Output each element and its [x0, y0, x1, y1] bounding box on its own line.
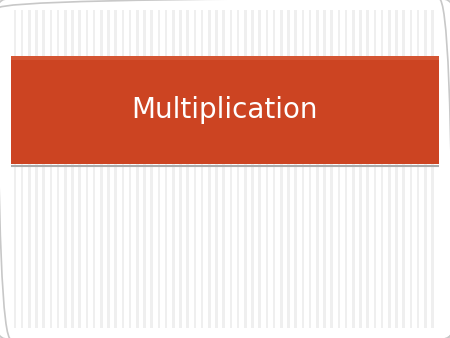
Bar	[150, 10, 153, 328]
Bar	[417, 10, 419, 328]
Bar	[359, 10, 362, 328]
Bar	[244, 10, 247, 328]
Bar	[158, 10, 160, 328]
Bar	[64, 10, 67, 328]
Text: Multiplication: Multiplication	[132, 96, 318, 124]
Bar	[28, 10, 31, 328]
Bar	[410, 10, 412, 328]
Bar	[11, 56, 439, 60]
Bar	[302, 10, 304, 328]
Bar	[230, 10, 232, 328]
Bar	[309, 10, 311, 328]
Bar	[194, 10, 196, 328]
Bar	[136, 10, 139, 328]
Bar	[165, 10, 167, 328]
Bar	[42, 10, 45, 328]
Bar	[352, 10, 355, 328]
Bar	[338, 10, 340, 328]
Bar	[431, 10, 434, 328]
Bar	[330, 10, 333, 328]
Bar	[107, 10, 110, 328]
Bar	[316, 10, 319, 328]
Bar	[215, 10, 218, 328]
Bar	[208, 10, 211, 328]
Bar	[222, 10, 225, 328]
Bar	[388, 10, 391, 328]
Bar	[57, 10, 59, 328]
Bar	[100, 10, 103, 328]
Bar	[273, 10, 275, 328]
Bar	[50, 10, 52, 328]
Bar	[172, 10, 175, 328]
Bar	[201, 10, 203, 328]
Bar	[35, 10, 38, 328]
Bar	[114, 10, 117, 328]
Bar	[294, 10, 297, 328]
Bar	[86, 10, 88, 328]
Bar	[266, 10, 268, 328]
Bar	[251, 10, 254, 328]
Bar	[186, 10, 189, 328]
Bar	[287, 10, 290, 328]
Bar	[374, 10, 376, 328]
Bar	[122, 10, 124, 328]
Bar	[280, 10, 283, 328]
Bar	[424, 10, 427, 328]
Bar	[71, 10, 74, 328]
Bar	[11, 56, 439, 164]
Bar	[21, 10, 23, 328]
Bar	[14, 10, 16, 328]
Bar	[366, 10, 369, 328]
Bar	[93, 10, 95, 328]
Bar	[323, 10, 326, 328]
Bar	[129, 10, 131, 328]
Bar	[345, 10, 347, 328]
Bar	[237, 10, 239, 328]
Bar	[381, 10, 383, 328]
Bar	[78, 10, 81, 328]
Bar	[179, 10, 182, 328]
Bar	[402, 10, 405, 328]
Bar	[258, 10, 261, 328]
Bar	[143, 10, 146, 328]
Bar	[395, 10, 398, 328]
